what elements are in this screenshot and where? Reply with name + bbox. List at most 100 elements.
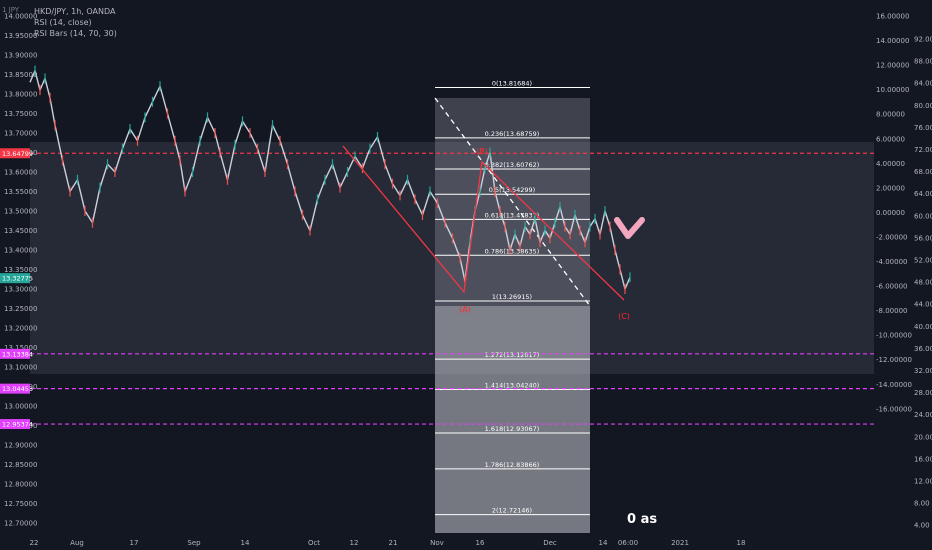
left-axis-tick: 12.75000 <box>4 500 37 508</box>
watermark-logo: 0 as <box>627 512 658 527</box>
rsi-bars-axis-tick: 36.00 <box>914 345 932 353</box>
left-axis-tick: 13.75000 <box>4 110 37 118</box>
left-axis-tick: 13.30000 <box>4 286 37 294</box>
right-rsi-axis[interactable]: 16.00000 14.00000 12.00000 10.00000 8.00000 6… <box>876 13 912 414</box>
legend-rsi-bars[interactable]: RSI Bars (14, 70, 30) <box>34 29 117 38</box>
rsi-bars-axis-tick: 4.00 <box>914 522 930 530</box>
fib-level-label: 0.236(13.68759) <box>485 130 540 138</box>
left-axis-tick: 13.15000 <box>4 344 37 352</box>
horizontal-lines <box>30 152 874 425</box>
rsi-axis-tick: -4.00000 <box>876 258 907 266</box>
fib-trend-line[interactable] <box>434 97 591 307</box>
rsi-axis-tick: -2.00000 <box>876 233 907 241</box>
fib-level-label: 2(12.72146) <box>492 507 532 515</box>
rsi-bars-axis-tick: 12.00 <box>914 478 932 486</box>
price-tag-label: 13.32775 <box>2 275 33 283</box>
rsi-bars-axis-tick: 16.00 <box>914 455 932 463</box>
price-tag-box <box>0 148 30 159</box>
rsi-axis-tick: 2.00000 <box>876 184 905 192</box>
price-tag-label: 13.04453 <box>2 385 33 393</box>
left-axis-tick: 13.00000 <box>4 403 37 411</box>
fib-level-label: 0(13.81684) <box>492 79 532 87</box>
left-axis-tick: 13.55000 <box>4 188 37 196</box>
wave-label: (A) <box>459 305 471 314</box>
rsi-bars-axis-tick: 20.00 <box>914 433 932 441</box>
rsi-bars-axis-tick: 88.00 <box>914 58 932 66</box>
rsi-bars-axis-tick: 64.00 <box>914 190 932 198</box>
rsi-bars-axis-tick: 60.00 <box>914 212 932 220</box>
rsi-bars-axis-tick: 8.00 <box>914 500 930 508</box>
rsi-bars-axis-tick: 76.00 <box>914 124 932 132</box>
currency-label: 1 JPY <box>2 6 20 14</box>
rsi-bars-axis-tick: 56.00 <box>914 234 932 242</box>
time-axis-tick: 18 <box>737 539 746 547</box>
price-series <box>29 65 631 294</box>
rsi-bars-axis-tick: 28.00 <box>914 389 932 397</box>
legend-symbol[interactable]: HKD/JPY, 1h, OANDA <box>34 7 116 16</box>
fib-level-label: 1.786(12.83866) <box>485 461 540 469</box>
price-tag-label: 13.64799 <box>2 150 33 158</box>
left-axis-tick: 13.20000 <box>4 325 37 333</box>
left-axis-tick: 13.85000 <box>4 71 37 79</box>
time-axis-tick: 22 <box>30 539 39 547</box>
rsi-axis-tick: -6.00000 <box>876 283 907 291</box>
rsi-axis-tick: 0.00000 <box>876 209 905 217</box>
rsi-bars-axis-tick: 40.00 <box>914 323 932 331</box>
time-axis-tick: Oct <box>308 539 320 547</box>
legend-rsi[interactable]: RSI (14, close) <box>34 18 92 27</box>
fib-level-label: 1.618(12.93067) <box>485 425 540 433</box>
left-price-axis[interactable]: 14.00000 13.95000 13.90000 13.85000 13.80000… <box>4 13 37 528</box>
rsi-axis-tick: 14.00000 <box>876 37 909 45</box>
rsi-axis-tick: -8.00000 <box>876 307 907 315</box>
price-tag-label: 13.13384 <box>2 350 33 358</box>
fibonacci-zone[interactable]: 0(13.81684) 0.236(13.68759) 0.382(13.60762… <box>434 79 591 533</box>
time-axis-tick: 06:00 <box>618 539 638 547</box>
left-axis-tick: 13.90000 <box>4 52 37 60</box>
rsi-bars-axis-tick: 48.00 <box>914 279 932 287</box>
rsi-axis-tick: 4.00000 <box>876 160 905 168</box>
left-axis-tick: 13.60000 <box>4 169 37 177</box>
left-axis-tick: 14.00000 <box>4 13 37 21</box>
left-axis-tick: 13.50000 <box>4 208 37 216</box>
left-axis-tick: 13.40000 <box>4 247 37 255</box>
left-axis-tick: 13.70000 <box>4 130 37 138</box>
fib-level-label: 0.5(13.54299) <box>489 186 535 194</box>
rsi-bars-axis-tick: 80.00 <box>914 102 932 110</box>
fib-level-label: 0.786(13.38635) <box>485 247 540 255</box>
price-tags: 13.64799 13.32775 13.13384 13.04453 12.95374 <box>0 148 33 430</box>
fib-level-label: 1.414(13.04240) <box>485 381 540 389</box>
fib-level-label: 1(13.26915) <box>492 293 532 301</box>
left-axis-tick: 13.45000 <box>4 227 37 235</box>
rsi-axis-tick: 12.00000 <box>876 62 909 70</box>
price-tag-box <box>0 383 30 394</box>
left-axis-tick: 12.70000 <box>4 520 37 528</box>
rsi-axis-tick: 16.00000 <box>876 13 909 21</box>
left-axis-tick: 13.10000 <box>4 364 37 372</box>
price-tag-box <box>0 419 30 430</box>
left-axis-tick: 12.80000 <box>4 481 37 489</box>
time-axis-tick: Aug <box>70 539 84 547</box>
rsi-bars-axis-tick: 72.00 <box>914 146 932 154</box>
left-axis-tick: 13.80000 <box>4 91 37 99</box>
time-axis-tick: Sep <box>187 539 201 547</box>
time-axis[interactable]: 22 Aug 17 Sep 14 Oct 12 21 Nov 16 Dec 14 06:00 2021 18 <box>30 539 746 547</box>
rsi-bars-axis-tick: 52.00 <box>914 257 932 265</box>
abc-wave[interactable]: (A) (B) (C) <box>342 145 630 321</box>
rsi-bars-axis-tick: 44.00 <box>914 301 932 309</box>
fib-lower-box <box>435 306 590 533</box>
wave-label: (B) <box>476 147 488 156</box>
rsi-bars-axis-tick: 24.00 <box>914 411 932 419</box>
rsi-axis-tick: 6.00000 <box>876 135 905 143</box>
rsi-axis-tick: -16.00000 <box>876 405 912 413</box>
fib-level-label: 0.382(13.60762) <box>485 161 540 169</box>
wave-label: (C) <box>618 312 630 321</box>
time-axis-tick: 14 <box>599 539 608 547</box>
price-tag-label: 12.95374 <box>2 421 33 429</box>
right-rsi-bars-axis[interactable]: 92.00 88.00 84.00 80.00 76.00 72.00 68.00 64.00… <box>914 36 932 530</box>
time-axis-tick: 16 <box>476 539 485 547</box>
rsi-axis-tick: -12.00000 <box>876 356 912 364</box>
rsi-bars-axis-tick: 84.00 <box>914 80 932 88</box>
chart-legend[interactable]: HKD/JPY, 1h, OANDA RSI (14, close) RSI B… <box>34 6 117 39</box>
price-tag-box <box>0 273 30 284</box>
